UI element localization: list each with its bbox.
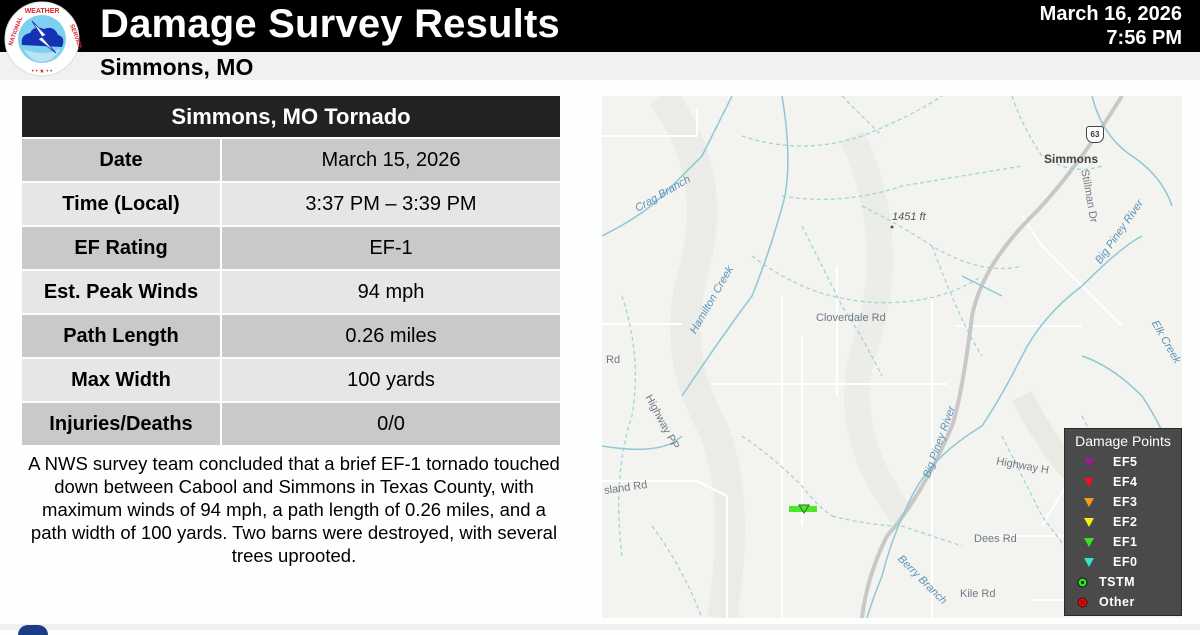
legend-item-ef1: EF1: [1065, 532, 1181, 552]
map-label-elevation: 1451 ft: [892, 211, 926, 223]
row-value-ef-rating: EF-1: [369, 237, 413, 259]
subheader-bar: [0, 52, 1200, 80]
row-label-time: Time (Local): [22, 183, 222, 225]
issued-time: 7:56 PM: [1106, 27, 1182, 49]
location-subtitle: Simmons, MO: [100, 54, 254, 80]
legend-item-other: Other: [1065, 592, 1181, 612]
ef1-triangle-icon: [1084, 537, 1094, 547]
row-label-injuries-deaths: Injuries/Deaths: [22, 403, 222, 445]
issued-date: March 16, 2026: [1039, 3, 1182, 25]
row-value-time: 3:37 PM – 3:39 PM: [305, 193, 477, 215]
map-label-kile-rd: Kile Rd: [960, 588, 996, 600]
ef4-triangle-icon: [1084, 477, 1094, 487]
row-value-path-length: 0.26 miles: [345, 325, 437, 347]
legend-item-ef4: EF4: [1065, 472, 1181, 492]
table-row: Max Width 100 yards: [22, 357, 560, 401]
page-title: Damage Survey Results: [100, 2, 560, 46]
table-row: Est. Peak Winds 94 mph: [22, 269, 560, 313]
legend-item-tstm: TSTM: [1065, 572, 1181, 592]
table-row: EF Rating EF-1: [22, 225, 560, 269]
row-label-ef-rating: EF Rating: [22, 227, 222, 269]
row-value-peak-winds: 94 mph: [357, 281, 425, 303]
table-title: Simmons, MO Tornado: [22, 96, 560, 137]
legend-item-ef5: EF5: [1065, 452, 1181, 472]
us-63-shield-icon: 63: [1086, 126, 1104, 143]
other-circle-x-icon: [1077, 597, 1087, 607]
table-row: Date March 15, 2026: [22, 137, 560, 181]
survey-summary: A NWS survey team concluded that a brief…: [28, 453, 560, 566]
row-label-path-length: Path Length: [22, 315, 222, 357]
table-row: Injuries/Deaths 0/0: [22, 401, 560, 445]
row-label-date: Date: [22, 139, 222, 181]
legend-item-ef0: EF0: [1065, 552, 1181, 572]
footer-bar: [0, 624, 1200, 630]
header-bar: [0, 0, 1200, 52]
legend-title: Damage Points: [1075, 433, 1171, 449]
ef5-triangle-icon: [1084, 457, 1094, 467]
table-row: Path Length 0.26 miles: [22, 313, 560, 357]
ef3-triangle-icon: [1084, 497, 1094, 507]
ef0-triangle-icon: [1084, 557, 1094, 567]
issued-datetime: March 16, 2026 7:56 PM: [1040, 2, 1182, 50]
row-value-date: March 15, 2026: [321, 149, 461, 171]
table-row: Time (Local) 3:37 PM – 3:39 PM: [22, 181, 560, 225]
row-value-max-width: 100 yards: [347, 369, 435, 391]
svg-text:• • ★ • •: • • ★ • •: [32, 68, 52, 75]
damage-points-legend: Damage Points EF5 EF4 EF3 EF2 EF1 EF0 TS…: [1064, 428, 1182, 616]
map-label-cloverdale-rd: Cloverdale Rd: [816, 312, 886, 324]
row-label-max-width: Max Width: [22, 359, 222, 401]
row-value-injuries-deaths: 0/0: [377, 413, 405, 435]
row-label-peak-winds: Est. Peak Winds: [22, 271, 222, 313]
ef2-triangle-icon: [1084, 517, 1094, 527]
survey-table: Simmons, MO Tornado Date March 15, 2026 …: [22, 96, 560, 445]
legend-item-ef3: EF3: [1065, 492, 1181, 512]
legend-item-ef2: EF2: [1065, 512, 1181, 532]
tstm-circle-icon: [1077, 577, 1087, 587]
map-label-rd: Rd: [606, 354, 621, 366]
svg-text:WEATHER: WEATHER: [25, 8, 60, 15]
footer-logo-icon: [18, 625, 48, 635]
map-label-simmons: Simmons: [1044, 152, 1099, 166]
nws-logo-icon: WEATHER NATIONAL SERVICE • • ★ • •: [4, 1, 82, 77]
map-label-dees-rd: Dees Rd: [974, 533, 1017, 545]
